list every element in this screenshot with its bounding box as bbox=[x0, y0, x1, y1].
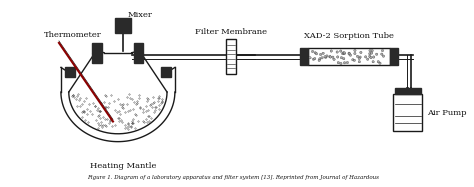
Circle shape bbox=[354, 49, 356, 52]
Circle shape bbox=[336, 51, 338, 53]
Circle shape bbox=[328, 56, 331, 58]
Circle shape bbox=[343, 52, 346, 54]
Circle shape bbox=[369, 55, 371, 58]
Circle shape bbox=[360, 51, 362, 54]
Circle shape bbox=[330, 50, 332, 52]
Bar bbox=[300, 48, 308, 65]
Circle shape bbox=[333, 58, 335, 61]
Circle shape bbox=[381, 53, 383, 55]
Circle shape bbox=[352, 59, 354, 61]
Circle shape bbox=[311, 50, 314, 53]
Bar bbox=[65, 68, 75, 77]
Circle shape bbox=[377, 61, 380, 63]
Circle shape bbox=[369, 49, 371, 52]
Circle shape bbox=[315, 53, 318, 55]
Circle shape bbox=[325, 56, 327, 59]
Circle shape bbox=[329, 56, 332, 58]
Circle shape bbox=[346, 61, 348, 64]
Circle shape bbox=[372, 61, 374, 63]
Bar bbox=[393, 94, 422, 131]
Bar bbox=[134, 43, 144, 53]
Circle shape bbox=[340, 62, 342, 65]
Circle shape bbox=[340, 56, 343, 59]
Circle shape bbox=[358, 57, 360, 60]
Circle shape bbox=[349, 54, 352, 56]
Circle shape bbox=[379, 62, 381, 64]
Circle shape bbox=[353, 59, 356, 62]
Text: XAD-2 Sorption Tube: XAD-2 Sorption Tube bbox=[304, 32, 394, 40]
Text: Heating Mantle: Heating Mantle bbox=[91, 162, 157, 170]
Circle shape bbox=[365, 56, 367, 58]
Bar bbox=[92, 53, 102, 62]
Circle shape bbox=[371, 49, 374, 52]
Bar bbox=[226, 39, 236, 74]
Circle shape bbox=[343, 53, 346, 55]
Circle shape bbox=[348, 53, 350, 55]
Circle shape bbox=[332, 56, 334, 58]
Bar bbox=[115, 18, 131, 33]
Bar bbox=[390, 48, 398, 65]
Bar bbox=[395, 88, 420, 94]
Circle shape bbox=[337, 56, 339, 58]
Circle shape bbox=[373, 56, 375, 58]
Circle shape bbox=[383, 55, 385, 57]
Circle shape bbox=[359, 56, 361, 58]
Circle shape bbox=[322, 52, 324, 55]
Text: Mixer: Mixer bbox=[128, 11, 153, 19]
Circle shape bbox=[318, 59, 320, 62]
Text: Filter Membrane: Filter Membrane bbox=[195, 28, 267, 36]
Circle shape bbox=[314, 52, 317, 54]
Bar bbox=[308, 48, 390, 65]
Circle shape bbox=[341, 52, 344, 55]
Circle shape bbox=[343, 62, 346, 64]
Circle shape bbox=[343, 57, 345, 60]
Circle shape bbox=[375, 53, 378, 55]
Circle shape bbox=[319, 58, 321, 60]
Circle shape bbox=[371, 52, 373, 54]
Circle shape bbox=[321, 57, 323, 59]
Circle shape bbox=[381, 49, 383, 52]
Bar bbox=[134, 53, 144, 62]
Circle shape bbox=[369, 53, 371, 55]
Circle shape bbox=[366, 58, 369, 60]
Circle shape bbox=[314, 57, 316, 60]
Circle shape bbox=[348, 52, 350, 54]
Text: Air Pump: Air Pump bbox=[428, 109, 467, 117]
Text: Figure 1. Diagram of a laboratory apparatus and filter system [13]. Reprinted fr: Figure 1. Diagram of a laboratory appara… bbox=[87, 175, 379, 180]
Circle shape bbox=[356, 55, 359, 58]
Circle shape bbox=[342, 52, 345, 54]
Circle shape bbox=[337, 62, 339, 64]
Circle shape bbox=[312, 58, 315, 60]
Circle shape bbox=[309, 57, 311, 59]
Circle shape bbox=[324, 56, 326, 58]
Bar bbox=[92, 43, 102, 53]
Circle shape bbox=[339, 50, 342, 52]
Text: Thermometer: Thermometer bbox=[44, 31, 102, 39]
Circle shape bbox=[358, 61, 361, 63]
Circle shape bbox=[326, 55, 328, 57]
Circle shape bbox=[370, 56, 372, 59]
Circle shape bbox=[354, 52, 356, 55]
Circle shape bbox=[319, 53, 322, 56]
Bar bbox=[161, 68, 171, 77]
